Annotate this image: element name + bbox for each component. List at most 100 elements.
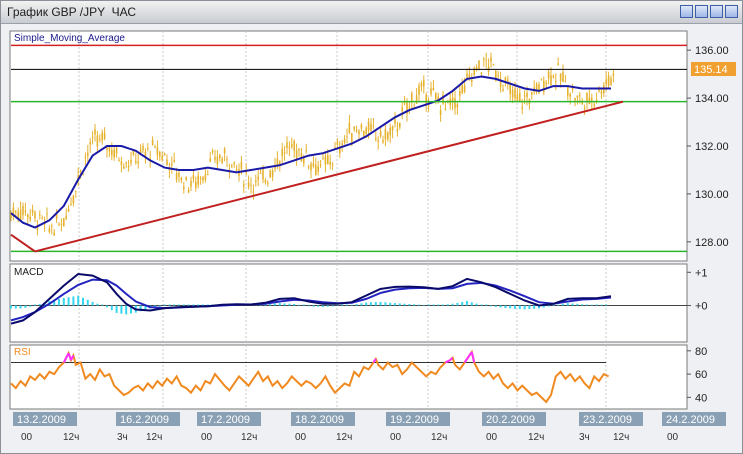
hour-label: 00 <box>667 432 679 443</box>
candle-body <box>610 78 612 85</box>
hour-label: 3ч <box>117 432 128 443</box>
rsi-line <box>10 349 610 404</box>
candle-body <box>58 224 60 226</box>
candle-body <box>370 123 372 132</box>
candle-body <box>305 150 307 152</box>
candle-body <box>319 164 322 166</box>
candle-body <box>375 138 377 140</box>
title-bar[interactable]: График GBP /JPY ЧАС <box>1 1 742 24</box>
candle-body <box>550 75 552 86</box>
chart-area[interactable]: Simple_Moving_Average 136.00 134.00 132.00… <box>1 24 742 454</box>
date-label-box <box>386 412 450 426</box>
candle-body <box>295 150 298 160</box>
candle-body <box>221 158 223 164</box>
candle-body <box>394 118 396 124</box>
candle-body <box>341 143 343 146</box>
maximize-window-button[interactable] <box>710 5 723 18</box>
candle-body <box>293 141 295 151</box>
close-window-button[interactable] <box>725 5 738 18</box>
candle-body <box>463 85 466 92</box>
candle-body <box>89 142 91 145</box>
tile-window-button[interactable] <box>680 5 693 18</box>
candle-body <box>219 154 221 159</box>
macd-main-line <box>10 272 612 325</box>
price-axis: 136.00 134.00 132.00 130.00 128.00 <box>687 45 729 249</box>
candle-body <box>197 175 199 185</box>
candle-body <box>411 93 413 103</box>
candle-body <box>365 127 367 134</box>
candle-body <box>511 89 514 98</box>
date-label: 17.2.2009 <box>201 414 250 426</box>
candle-body <box>72 195 75 204</box>
candle-body <box>240 161 243 169</box>
candle-body <box>67 208 70 212</box>
minimize-window-button[interactable] <box>695 5 708 18</box>
candle-body <box>346 136 348 138</box>
candle-body <box>437 96 439 101</box>
candle-body <box>137 161 139 164</box>
candle-body <box>552 75 555 78</box>
candle-body <box>456 104 459 108</box>
date-label: 16.2.2009 <box>120 414 169 426</box>
candle-body <box>593 104 595 106</box>
trend-line <box>34 100 624 253</box>
candle-body <box>485 59 487 61</box>
candle-body <box>538 84 540 93</box>
candle-body <box>223 148 226 154</box>
date-label: 23.2.2009 <box>583 414 632 426</box>
candle-body <box>151 139 154 145</box>
price-tick-label: 134.00 <box>695 93 729 105</box>
candle-body <box>343 138 346 144</box>
candle-body <box>516 94 519 102</box>
price-tick-label: 130.00 <box>695 189 729 201</box>
hour-label: 12ч <box>613 432 629 443</box>
candle-body <box>281 148 283 156</box>
candle-body <box>276 158 279 165</box>
candle-body <box>363 130 365 137</box>
candle-body <box>291 144 293 147</box>
candle-body <box>355 129 358 131</box>
candle-body <box>231 165 233 167</box>
candle-body <box>329 161 331 165</box>
candle-body <box>327 155 329 165</box>
candle-body <box>478 60 480 70</box>
candle-body <box>312 163 315 167</box>
candle-body <box>274 165 276 169</box>
candle-body <box>423 80 425 87</box>
candle-body <box>115 147 118 154</box>
rsi-extreme-segment <box>70 355 75 361</box>
candle-body <box>120 161 123 165</box>
candle-body <box>420 82 423 87</box>
candle-body <box>125 161 127 164</box>
rsi-extreme-segment <box>449 357 454 361</box>
candle-body <box>113 149 115 158</box>
candle-body <box>123 166 125 169</box>
candle-body <box>159 151 161 157</box>
candle-body <box>310 163 312 171</box>
candle-body <box>15 210 17 213</box>
candle-body <box>166 159 168 166</box>
hour-label: 12ч <box>431 432 447 443</box>
candle-body <box>10 212 12 218</box>
window-title: График GBP /JPY ЧАС <box>7 5 136 19</box>
candle-body <box>396 128 399 132</box>
rsi-extreme-segment <box>470 351 476 363</box>
candle-body <box>401 107 403 112</box>
hour-label: 00 <box>295 432 307 443</box>
candle-body <box>480 72 483 74</box>
candle-body <box>454 98 456 109</box>
rsi-panel[interactable] <box>9 344 688 410</box>
candle-body <box>283 152 286 154</box>
trend-line-start <box>10 233 36 253</box>
candle-body <box>271 170 274 177</box>
current-price-label: 135.14 <box>694 64 728 76</box>
rsi-overbought-segments <box>62 351 476 364</box>
macd-axis: +1 +0 <box>687 267 708 312</box>
candle-body <box>269 170 271 178</box>
candle-body <box>605 79 607 85</box>
candle-body <box>171 163 173 166</box>
candle-body <box>65 215 67 219</box>
candle-body <box>391 126 394 131</box>
candle-body <box>87 152 89 157</box>
candle-body <box>156 147 159 155</box>
